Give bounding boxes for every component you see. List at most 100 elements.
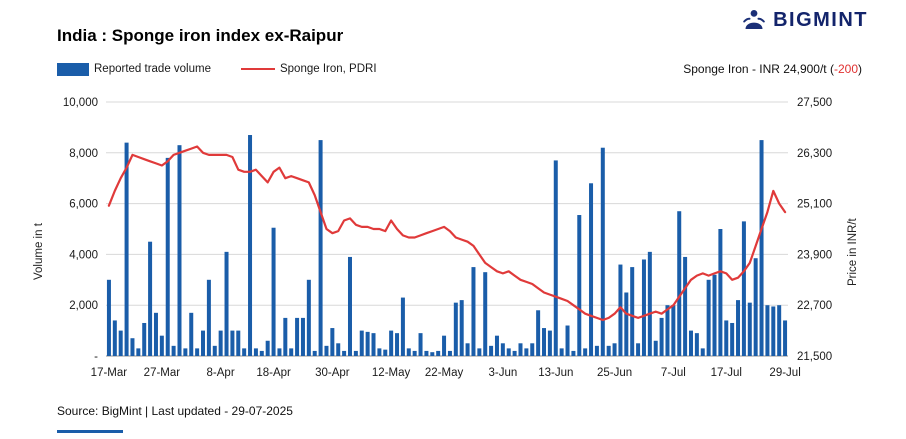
volume-bar (471, 267, 476, 356)
volume-bar (747, 302, 752, 356)
x-tick-label: 22-May (425, 367, 464, 379)
volume-bar (259, 350, 264, 356)
volume-bar (700, 348, 705, 356)
right-tick-label: 22,700 (797, 300, 832, 312)
volume-bar (201, 330, 206, 356)
volume-bar (612, 343, 617, 356)
volume-bar (589, 183, 594, 356)
volume-bar (659, 317, 664, 356)
brand-logo: BIGMINT (742, 8, 868, 32)
volume-bar (336, 343, 341, 356)
right-tick-label: 25,100 (797, 199, 832, 211)
volume-bar (283, 317, 288, 356)
volume-bar (400, 297, 405, 356)
volume-bar (130, 338, 135, 356)
volume-bar (124, 142, 129, 356)
x-tick-label: 13-Jun (538, 367, 573, 379)
current-price-note: Sponge Iron - INR 24,900/t (-200) (683, 62, 862, 76)
price-line-swatch-icon (240, 68, 275, 70)
x-tick-label: 25-Jun (597, 367, 632, 379)
volume-bar (583, 348, 588, 356)
volume-bar (306, 279, 311, 356)
volume-bar (342, 350, 347, 356)
right-tick-label: 27,500 (797, 97, 832, 109)
volume-bar (618, 264, 623, 356)
volume-bar (530, 343, 535, 356)
volume-bar (353, 350, 358, 356)
volume-bar (506, 348, 511, 356)
legend-price: Sponge Iron, PDRI (240, 63, 377, 75)
volume-bar (430, 352, 435, 356)
volume-bar (736, 300, 741, 356)
volume-bar (265, 340, 270, 356)
volume-bar (365, 331, 370, 356)
volume-bar (277, 348, 282, 356)
volume-bars (106, 135, 788, 356)
volume-bar (641, 259, 646, 356)
price-line (107, 145, 787, 322)
volume-bar (289, 348, 294, 356)
volume-bar (347, 256, 352, 356)
left-axis-ticks: 10,000 8,000 6,000 4,000 2,000 - (63, 97, 98, 363)
volume-bar (171, 345, 176, 356)
volume-bar (559, 348, 564, 356)
volume-bar (483, 272, 488, 356)
right-axis-ticks: 27,500 26,300 25,100 23,900 22,700 21,500 (797, 97, 832, 363)
volume-bar (159, 335, 164, 356)
volume-bar (318, 140, 323, 356)
volume-bar (494, 335, 499, 356)
volume-bar (136, 348, 141, 356)
volume-bar (542, 328, 547, 356)
volume-bar (624, 292, 629, 356)
left-tick-label: 8,000 (69, 148, 98, 160)
volume-bar (189, 312, 194, 356)
volume-bar (148, 241, 153, 356)
volume-bar (377, 348, 382, 356)
volume-bar (218, 330, 223, 356)
volume-bar (206, 279, 211, 356)
volume-bar (547, 330, 552, 356)
price-change-value: -200 (833, 62, 858, 76)
volume-bar (230, 330, 235, 356)
volume-bar (436, 350, 441, 356)
x-tick-label: 17-Jul (711, 367, 742, 379)
volume-bar (694, 333, 699, 356)
price-note-prefix: Sponge Iron - INR 24,900/t ( (683, 62, 834, 76)
volume-bar (783, 320, 788, 356)
volume-bar (418, 333, 423, 356)
volume-bar (312, 350, 317, 356)
volume-bar (577, 215, 582, 356)
volume-bar (153, 312, 158, 356)
volume-bar (465, 343, 470, 356)
volume-bar (653, 340, 658, 356)
volume-bar (195, 348, 200, 356)
volume-bar (771, 306, 776, 356)
volume-bar (236, 330, 241, 356)
volume-bar (759, 140, 764, 356)
volume-bar (765, 305, 770, 356)
volume-bar (677, 211, 682, 356)
volume-bar (424, 350, 429, 356)
volume-bar (389, 330, 394, 356)
left-tick-label: - (94, 351, 98, 363)
volume-bar (671, 305, 676, 356)
volume-bar (741, 221, 746, 356)
volume-bar (512, 350, 517, 356)
footer-accent-line (57, 430, 123, 433)
legend-volume: Reported trade volume (57, 62, 211, 76)
volume-bar (594, 345, 599, 356)
right-tick-label: 26,300 (797, 148, 832, 160)
volume-bar (212, 345, 217, 356)
left-tick-label: 4,000 (69, 249, 98, 261)
legend-row: Reported trade volume Sponge Iron, PDRI … (57, 62, 862, 76)
x-tick-label: 27-Mar (144, 367, 181, 379)
right-tick-label: 21,500 (797, 351, 832, 363)
volume-bar (359, 330, 364, 356)
volume-bar (630, 267, 635, 356)
volume-bar (300, 317, 305, 356)
volume-bar (324, 345, 329, 356)
volume-bar (477, 348, 482, 356)
volume-bar (453, 302, 458, 356)
